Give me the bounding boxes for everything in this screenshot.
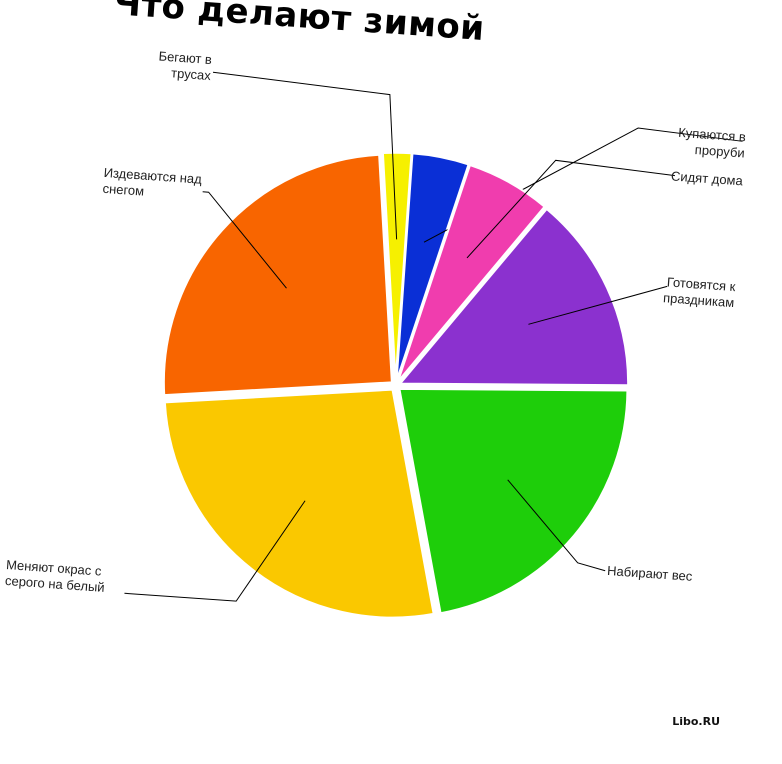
- leader-line: [202, 191, 287, 289]
- slice-label: Меняют окрас ссерого на белый: [5, 557, 107, 595]
- watermark: Libo.RU: [672, 715, 720, 728]
- pie-slice: [162, 153, 393, 397]
- slice-label: Набирают вес: [607, 563, 694, 584]
- slice-label: Купаются впроруби: [677, 125, 747, 161]
- pie-slice: [163, 388, 435, 619]
- leader-line: [124, 500, 306, 602]
- slice-label: Бегают втрусах: [157, 48, 213, 83]
- pie-slice: [398, 387, 629, 615]
- pie-slice: [397, 207, 630, 387]
- leader-line: [466, 159, 675, 259]
- slice-label: Готовятся кпраздникам: [663, 274, 736, 310]
- slice-label: Издеваются надснегом: [102, 165, 203, 203]
- slice-label: Сидят дома: [671, 168, 744, 188]
- leader-line: [212, 71, 398, 240]
- leader-line: [507, 479, 606, 572]
- pie-slice: [381, 151, 413, 381]
- pie-slice: [397, 163, 546, 382]
- leader-line: [528, 285, 668, 325]
